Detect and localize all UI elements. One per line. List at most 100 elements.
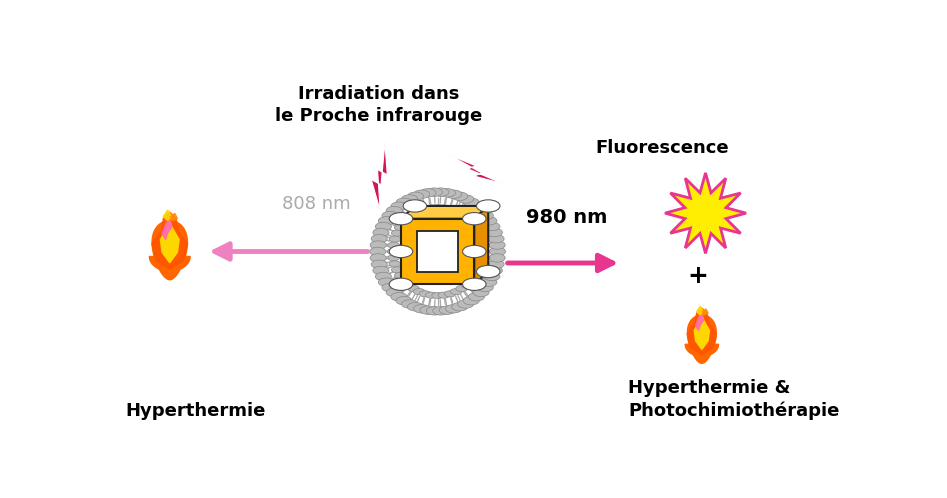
Circle shape [433, 188, 449, 196]
Circle shape [389, 246, 413, 257]
Text: +: + [688, 264, 708, 288]
Circle shape [391, 292, 407, 301]
Circle shape [445, 305, 462, 313]
Circle shape [382, 283, 398, 292]
Circle shape [473, 288, 490, 297]
Polygon shape [703, 309, 708, 315]
Circle shape [425, 205, 438, 211]
Circle shape [388, 242, 400, 249]
Circle shape [438, 292, 450, 298]
Circle shape [473, 206, 490, 215]
Circle shape [444, 291, 456, 297]
Circle shape [408, 285, 420, 292]
Circle shape [484, 222, 500, 231]
Circle shape [476, 249, 488, 254]
Circle shape [476, 200, 500, 212]
Circle shape [413, 288, 425, 295]
Bar [418, 232, 457, 271]
Circle shape [394, 272, 406, 278]
Polygon shape [688, 315, 716, 363]
Circle shape [386, 288, 402, 297]
Circle shape [432, 204, 443, 211]
Circle shape [373, 266, 389, 275]
Circle shape [439, 306, 456, 314]
Circle shape [402, 215, 415, 221]
Circle shape [371, 235, 387, 243]
Circle shape [475, 254, 488, 261]
Circle shape [382, 211, 398, 220]
Polygon shape [162, 221, 171, 240]
Circle shape [473, 267, 484, 273]
Circle shape [450, 208, 462, 215]
Circle shape [426, 188, 442, 196]
Circle shape [477, 283, 493, 292]
Circle shape [420, 291, 431, 297]
Circle shape [474, 261, 486, 267]
Circle shape [445, 190, 462, 198]
Circle shape [457, 300, 474, 308]
Circle shape [456, 211, 468, 218]
Text: Irradiation dans
le Proche infrarouge: Irradiation dans le Proche infrarouge [276, 85, 483, 125]
Circle shape [481, 217, 497, 225]
Circle shape [486, 266, 503, 275]
Circle shape [489, 241, 505, 249]
Text: Hyperthermie &
Photochimiothérapie: Hyperthermie & Photochimiothérapie [629, 379, 840, 420]
Polygon shape [474, 206, 489, 284]
Circle shape [468, 202, 485, 211]
Text: 808 nm: 808 nm [282, 195, 350, 213]
Circle shape [370, 253, 386, 262]
Circle shape [450, 288, 462, 295]
Circle shape [386, 206, 402, 215]
Circle shape [465, 277, 477, 283]
Polygon shape [150, 256, 190, 271]
Circle shape [378, 278, 395, 286]
Circle shape [371, 260, 387, 268]
Polygon shape [697, 306, 704, 315]
Circle shape [444, 206, 456, 212]
Text: Fluorescence: Fluorescence [596, 139, 729, 157]
Circle shape [476, 265, 500, 278]
Circle shape [420, 189, 436, 197]
Circle shape [389, 213, 413, 225]
Circle shape [486, 228, 503, 237]
Polygon shape [696, 315, 704, 331]
Circle shape [452, 192, 468, 201]
Circle shape [391, 230, 403, 236]
Circle shape [407, 302, 423, 311]
Circle shape [462, 246, 486, 257]
Circle shape [473, 230, 484, 236]
Text: Hyperthermie: Hyperthermie [126, 402, 266, 420]
Circle shape [457, 195, 474, 203]
Circle shape [465, 220, 477, 226]
Polygon shape [170, 214, 177, 221]
Circle shape [426, 307, 442, 315]
Circle shape [474, 236, 486, 242]
Circle shape [463, 198, 479, 207]
Circle shape [375, 272, 391, 281]
Circle shape [388, 254, 400, 261]
Circle shape [402, 282, 415, 288]
Circle shape [420, 206, 431, 212]
Circle shape [488, 235, 504, 243]
Polygon shape [688, 308, 717, 355]
Circle shape [373, 228, 389, 237]
Circle shape [461, 215, 473, 221]
Circle shape [462, 278, 486, 290]
Polygon shape [401, 206, 489, 219]
Circle shape [403, 200, 427, 212]
Circle shape [369, 248, 385, 255]
Circle shape [432, 292, 443, 299]
Circle shape [438, 205, 450, 211]
Circle shape [399, 220, 410, 226]
Circle shape [389, 278, 413, 290]
Circle shape [413, 208, 425, 215]
Circle shape [462, 213, 486, 225]
Polygon shape [448, 154, 504, 184]
Circle shape [408, 211, 420, 218]
Text: 980 nm: 980 nm [526, 208, 607, 227]
Polygon shape [665, 173, 746, 253]
Circle shape [439, 189, 456, 197]
Circle shape [425, 292, 438, 298]
Circle shape [477, 211, 493, 220]
Circle shape [375, 222, 391, 231]
